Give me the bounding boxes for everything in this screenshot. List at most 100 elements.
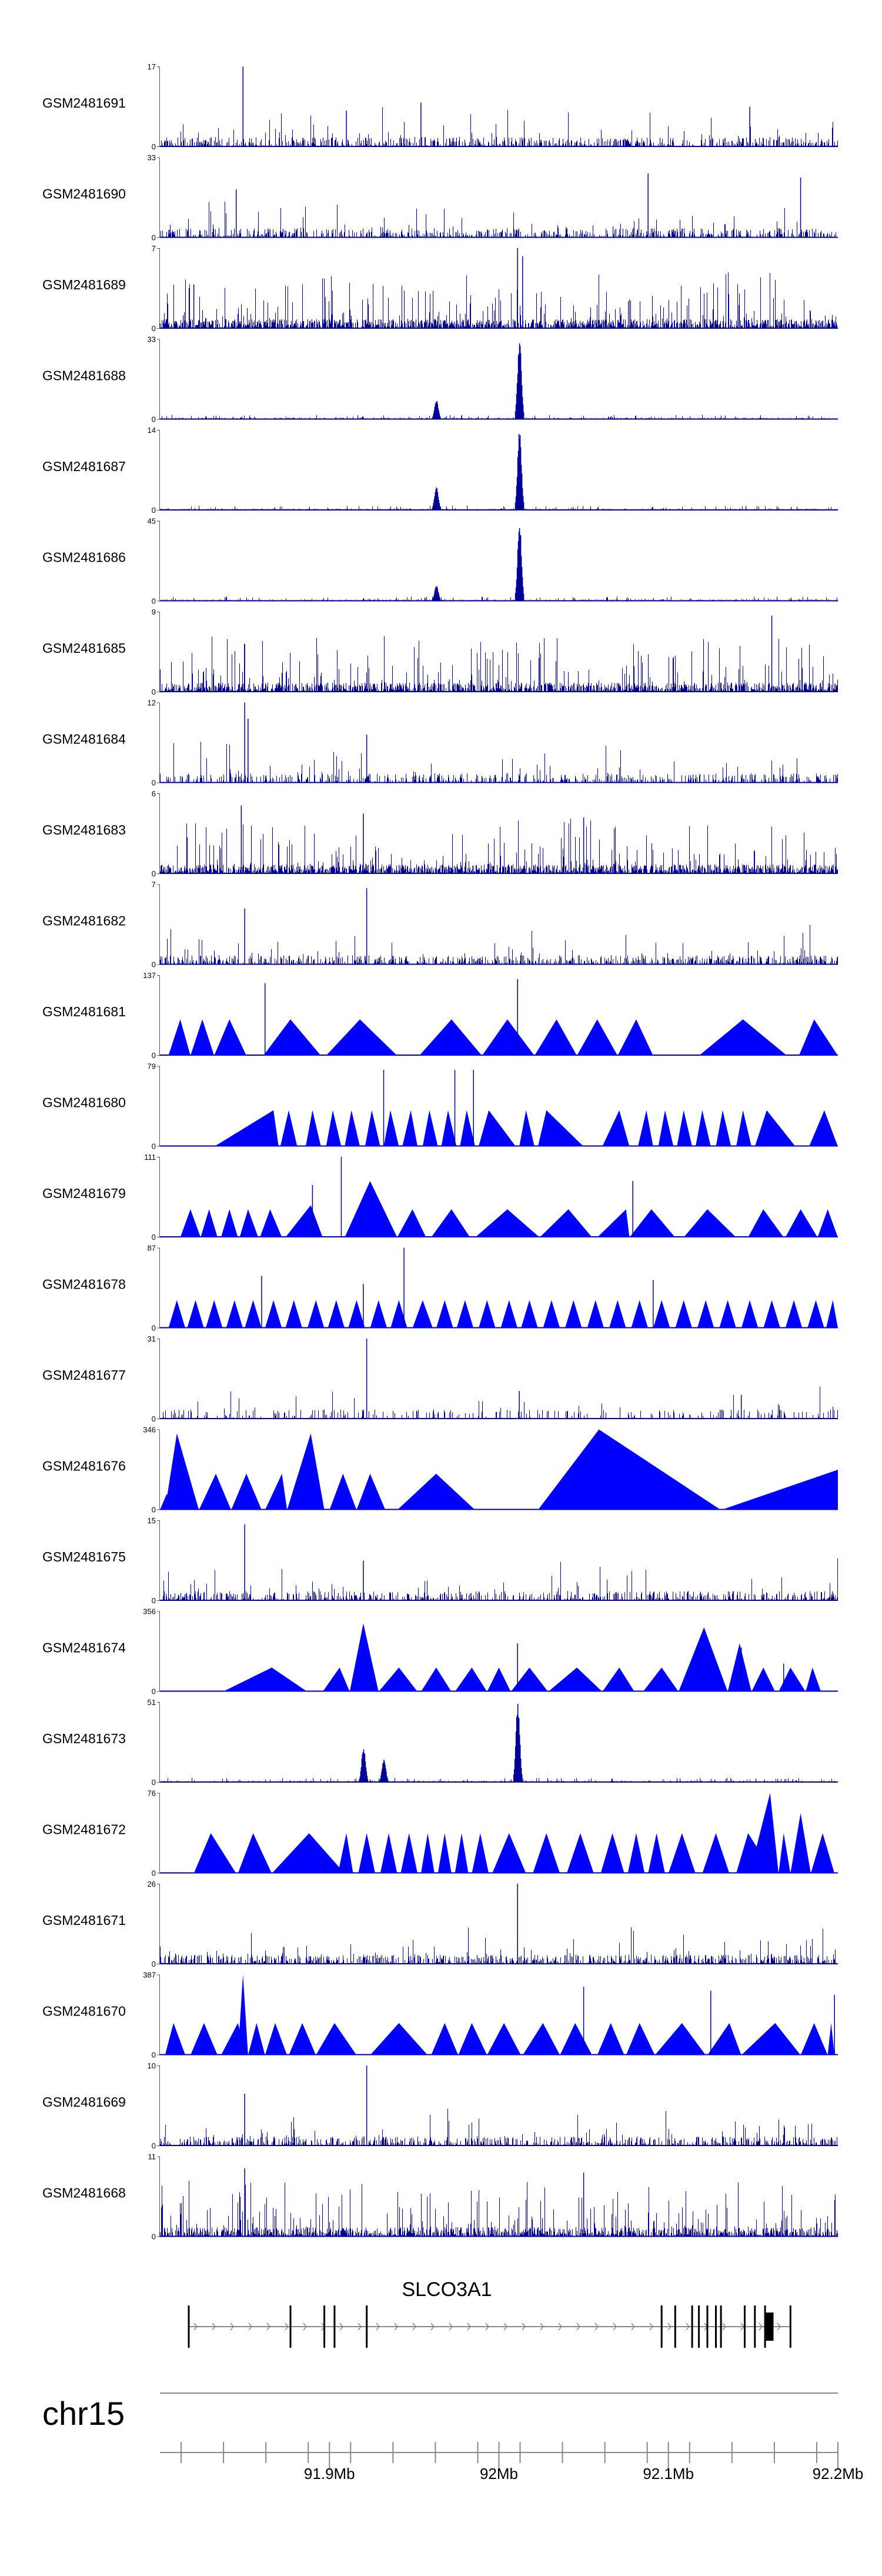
coverage-triangle — [648, 1833, 665, 1874]
y-max-label: 79 — [148, 1062, 156, 1071]
y-max-label: 387 — [143, 1971, 156, 1980]
coverage-triangle — [807, 1300, 824, 1329]
track-GSM2481685: GSM2481685 9 0 — [42, 608, 838, 696]
y-min-label: 0 — [152, 1414, 156, 1423]
coverage-triangle — [560, 2023, 592, 2056]
track-GSM2481677: GSM2481677 31 0 — [42, 1334, 838, 1423]
coverage-triangle — [187, 1300, 204, 1329]
exon — [289, 2305, 292, 2348]
coverage-triangle — [231, 1473, 262, 1510]
track-label: GSM2481684 — [42, 732, 126, 747]
coverage-triangle — [721, 1470, 838, 1510]
coverage-spikes — [161, 1777, 835, 1783]
coverage-spikes — [162, 415, 838, 420]
coverage-triangle — [500, 1300, 518, 1329]
exon — [754, 2305, 756, 2348]
track-GSM2481690: GSM2481690 33 0 — [42, 154, 838, 242]
coverage-triangle — [790, 1813, 811, 1874]
coverage-triangle — [193, 1833, 236, 1874]
exon — [674, 2305, 676, 2348]
coverage-triangle — [779, 1667, 806, 1692]
exon — [698, 2305, 700, 2348]
exon — [715, 2305, 717, 2348]
coverage-triangle — [165, 2023, 186, 2056]
coverage-triangle — [214, 1019, 246, 1056]
track-label: GSM2481674 — [42, 1640, 126, 1656]
exon — [323, 2305, 326, 2348]
coverage-triangle — [190, 1019, 215, 1056]
coverage-triangle — [587, 1300, 604, 1329]
coverage-triangle — [412, 1300, 433, 1329]
coverage-triangle — [597, 2023, 624, 2056]
coverage-triangle — [397, 1209, 426, 1237]
coverage-triangle — [748, 1209, 784, 1237]
coverage-triangle — [328, 1300, 345, 1329]
coverage-peak — [359, 1749, 369, 1783]
coverage-triangle — [677, 1110, 693, 1147]
y-min-label: 0 — [152, 1687, 156, 1696]
coverage-triangle — [265, 2023, 288, 2056]
coverage-triangle — [349, 1623, 379, 1692]
y-max-label: 11 — [148, 2153, 156, 2161]
coverage-triangle — [539, 1209, 592, 1237]
track-GSM2481691: GSM2481691 17 0 — [42, 62, 838, 151]
y-min-label: 0 — [152, 2141, 156, 2150]
gene-track: SLCO3A1 — [188, 2278, 791, 2348]
coverage-triangle — [420, 1667, 452, 1692]
track-GSM2481672: GSM2481672 76 0 — [42, 1789, 838, 1878]
coverage-peak — [379, 1759, 389, 1783]
track-label: GSM2481669 — [42, 2094, 126, 2110]
coverage-peak — [432, 586, 442, 602]
coverage-triangle — [577, 1019, 618, 1056]
y-max-label: 10 — [148, 2061, 156, 2070]
coverage-triangle — [402, 1110, 418, 1147]
track-label: GSM2481683 — [42, 822, 126, 837]
coverage-triangle — [543, 1300, 560, 1329]
coverage-triangle — [534, 1019, 577, 1056]
track-label: GSM2481676 — [42, 1459, 126, 1474]
chromosome-label: chr15 — [42, 2395, 125, 2432]
coverage-triangle — [322, 1667, 350, 1692]
track-GSM2481675: GSM2481675 15 0 — [42, 1516, 838, 1605]
exon — [188, 2305, 190, 2348]
coverage-triangle — [779, 1833, 791, 1874]
coverage-triangle — [168, 1300, 186, 1329]
coverage-triangle — [239, 1209, 259, 1237]
x-axis-tick-label: 92Mb — [480, 2465, 518, 2482]
coverage-triangle — [397, 1473, 476, 1510]
y-max-label: 45 — [148, 517, 156, 526]
track-GSM2481681: GSM2481681 137 0 — [42, 971, 838, 1060]
coverage-triangle — [741, 1300, 759, 1329]
coverage-triangle — [226, 1300, 243, 1329]
coverage-triangle — [736, 1110, 751, 1147]
signal-tracks: GSM2481691170GSM2481690330GSM248168970GS… — [42, 62, 838, 2241]
coverage-triangle — [383, 1110, 399, 1147]
coverage-triangle — [437, 1833, 452, 1874]
coverage-triangle — [348, 1300, 365, 1329]
track-label: GSM2481688 — [42, 368, 126, 383]
y-min-label: 0 — [152, 1142, 156, 1151]
coverage-triangle — [754, 1110, 796, 1147]
coverage-triangle — [248, 2023, 265, 2056]
y-min-label: 0 — [152, 1324, 156, 1333]
coverage-triangle — [205, 1300, 223, 1329]
y-max-label: 12 — [148, 699, 156, 708]
coverage-triangle — [238, 1974, 248, 2056]
coverage-spikes — [163, 1386, 838, 1419]
y-min-label: 0 — [152, 2051, 156, 2060]
coverage-triangle — [699, 1019, 787, 1056]
coverage-triangle — [260, 1209, 282, 1237]
coverage-triangle — [727, 1643, 751, 1692]
coverage-triangle — [475, 1209, 540, 1237]
coverage-triangle — [455, 1833, 469, 1874]
coverage-triangle — [345, 1110, 360, 1147]
exon — [660, 2305, 663, 2348]
coverage-triangle — [472, 1833, 489, 1874]
coverage-triangle — [785, 1300, 803, 1329]
coverage-peak — [513, 1704, 523, 1783]
track-label: GSM2481675 — [42, 1549, 126, 1564]
coverage-triangle — [305, 1110, 321, 1147]
coverage-spikes — [161, 596, 837, 602]
coverage-spikes — [160, 742, 838, 783]
